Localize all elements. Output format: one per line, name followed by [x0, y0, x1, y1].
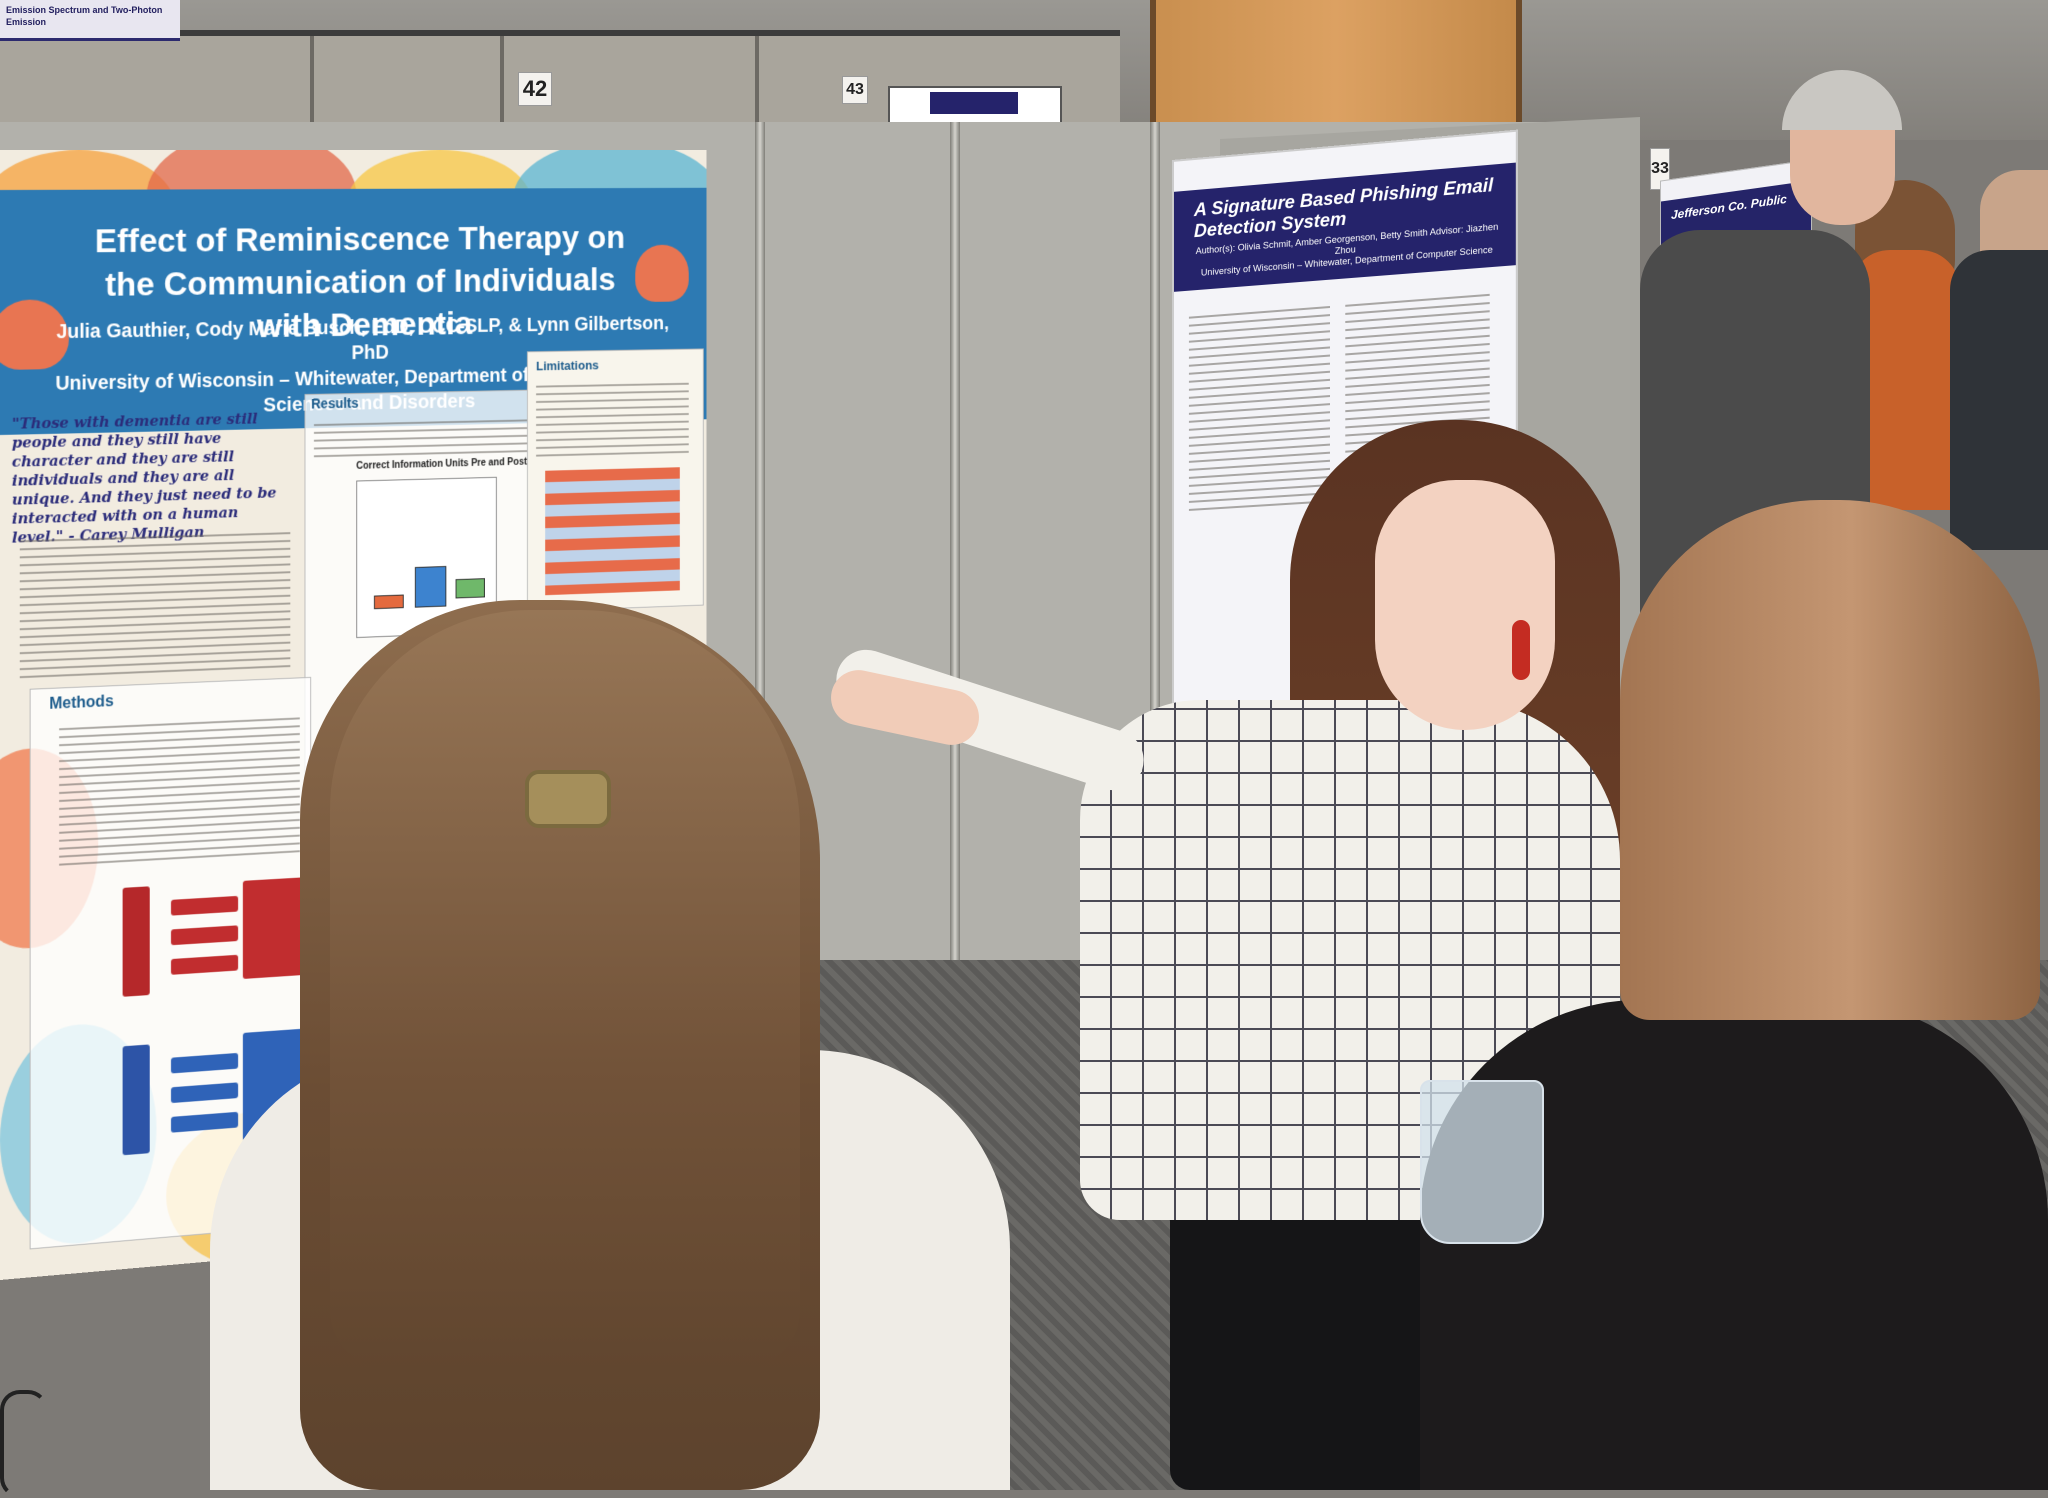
listener-black-top	[1420, 1000, 2048, 1490]
results-text-block	[314, 414, 527, 458]
panel-seam	[950, 122, 960, 1002]
intro-text-block	[20, 526, 291, 684]
cycle-2-label	[123, 1044, 150, 1155]
listener-brown-hair-highlight	[330, 610, 800, 1370]
phishing-text-block	[1189, 300, 1330, 511]
presenter-face	[1375, 480, 1555, 730]
panel-divider	[310, 36, 314, 126]
results-heading: Results	[311, 395, 359, 412]
red-earring	[1512, 620, 1530, 680]
methods-text-block	[59, 712, 300, 872]
top-poster-title: Emission Spectrum and Two-Photon Emissio…	[0, 0, 180, 32]
box-postrt2	[456, 578, 485, 598]
wooden-door	[1150, 0, 1522, 128]
booth-number-43: 43	[842, 76, 868, 104]
plastic-cup	[1420, 1080, 1544, 1244]
limitations-text-block	[536, 377, 689, 457]
attendee-vest	[1950, 250, 2048, 550]
limitations-heading: Limitations	[536, 358, 599, 373]
box-postrt1	[415, 566, 446, 608]
box-baseline	[374, 595, 404, 610]
booth-number-42: 42	[518, 72, 552, 106]
distant-poster-band	[930, 92, 1018, 114]
panel-divider	[500, 36, 504, 126]
hair-claw-clip	[525, 770, 611, 828]
top-poster: Emission Spectrum and Two-Photon Emissio…	[0, 0, 180, 41]
listener-blonde-hair	[1620, 500, 2040, 1020]
panel-divider	[755, 36, 759, 126]
chair-edge	[0, 1390, 48, 1498]
methods-heading: Methods	[49, 693, 113, 714]
moca-table	[545, 467, 680, 595]
cycle-1-label	[123, 886, 150, 997]
